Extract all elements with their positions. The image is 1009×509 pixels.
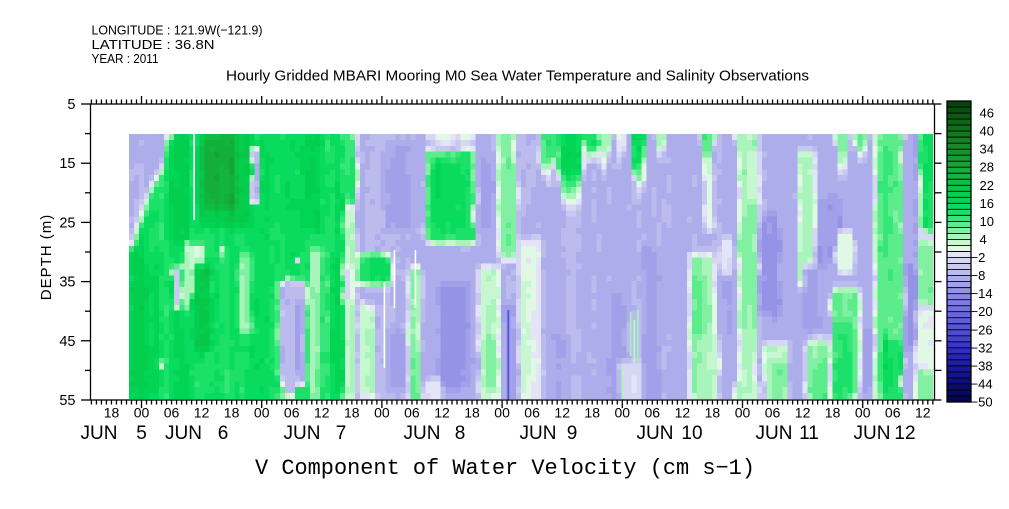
svg-text:00: 00 [615, 405, 631, 421]
svg-text:18: 18 [584, 405, 600, 421]
svg-text:−50: −50 [971, 395, 993, 410]
svg-text:00: 00 [134, 405, 150, 421]
svg-text:−2: −2 [971, 250, 986, 265]
svg-text:9: 9 [567, 423, 578, 444]
svg-text:LONGITUDE : 121.9W(−121.9): LONGITUDE : 121.9W(−121.9) [92, 23, 263, 38]
svg-text:22: 22 [980, 178, 994, 193]
svg-text:12: 12 [194, 405, 210, 421]
svg-text:JUN: JUN [81, 423, 118, 444]
svg-text:06: 06 [404, 405, 420, 421]
svg-text:6: 6 [218, 423, 229, 444]
svg-text:45: 45 [59, 334, 75, 350]
svg-text:28: 28 [980, 160, 994, 175]
svg-text:34: 34 [980, 142, 994, 157]
svg-text:00: 00 [494, 405, 510, 421]
svg-text:00: 00 [374, 405, 390, 421]
svg-text:−32: −32 [971, 340, 993, 355]
svg-text:06: 06 [645, 405, 661, 421]
svg-text:JUN: JUN [404, 423, 441, 444]
svg-text:18: 18 [705, 405, 721, 421]
svg-text:55: 55 [59, 393, 75, 409]
svg-text:4: 4 [980, 232, 987, 247]
svg-text:16: 16 [980, 196, 994, 211]
svg-text:12: 12 [894, 423, 915, 444]
svg-text:06: 06 [885, 405, 901, 421]
svg-text:LATITUDE : 36.8N: LATITUDE : 36.8N [92, 37, 215, 52]
svg-text:25: 25 [59, 215, 75, 231]
svg-text:06: 06 [164, 405, 180, 421]
svg-text:−8: −8 [971, 268, 986, 283]
svg-text:Hourly Gridded MBARI Mooring M: Hourly Gridded MBARI Mooring M0 Sea Wate… [226, 68, 809, 85]
svg-text:5: 5 [136, 423, 147, 444]
svg-text:−44: −44 [971, 376, 993, 391]
svg-text:15: 15 [59, 156, 75, 172]
svg-text:00: 00 [855, 405, 871, 421]
svg-text:11: 11 [799, 423, 819, 444]
svg-text:12: 12 [675, 405, 691, 421]
svg-text:V Component of Water Velocity: V Component of Water Velocity (cm s−1) [255, 456, 755, 481]
svg-text:40: 40 [980, 124, 994, 139]
svg-text:00: 00 [254, 405, 270, 421]
svg-text:12: 12 [434, 405, 450, 421]
svg-text:JUN: JUN [520, 423, 557, 444]
svg-text:06: 06 [765, 405, 781, 421]
svg-text:35: 35 [59, 275, 75, 291]
svg-text:5: 5 [67, 97, 75, 113]
svg-text:7: 7 [336, 423, 347, 444]
svg-text:JUN: JUN [637, 423, 674, 444]
svg-text:06: 06 [284, 405, 300, 421]
svg-text:18: 18 [464, 405, 480, 421]
svg-text:18: 18 [825, 405, 841, 421]
svg-text:18: 18 [344, 405, 360, 421]
svg-text:46: 46 [980, 106, 994, 121]
svg-text:JUN: JUN [854, 423, 891, 444]
svg-text:−38: −38 [971, 358, 993, 373]
svg-text:12: 12 [795, 405, 811, 421]
svg-text:10: 10 [681, 423, 702, 444]
svg-text:12: 12 [915, 405, 931, 421]
svg-text:06: 06 [524, 405, 540, 421]
svg-text:8: 8 [455, 423, 466, 444]
svg-text:−14: −14 [971, 286, 993, 301]
svg-text:18: 18 [224, 405, 240, 421]
svg-text:00: 00 [735, 405, 751, 421]
svg-text:JUN: JUN [165, 423, 202, 444]
svg-text:10: 10 [980, 214, 994, 229]
svg-text:−20: −20 [971, 304, 993, 319]
svg-text:−26: −26 [971, 322, 993, 337]
svg-text:DEPTH (m): DEPTH (m) [38, 214, 55, 301]
svg-text:JUN: JUN [756, 423, 793, 444]
svg-text:12: 12 [314, 405, 330, 421]
svg-text:YEAR : 2011: YEAR : 2011 [92, 51, 159, 66]
svg-text:JUN: JUN [284, 423, 321, 444]
svg-text:12: 12 [554, 405, 570, 421]
svg-text:18: 18 [104, 405, 120, 421]
